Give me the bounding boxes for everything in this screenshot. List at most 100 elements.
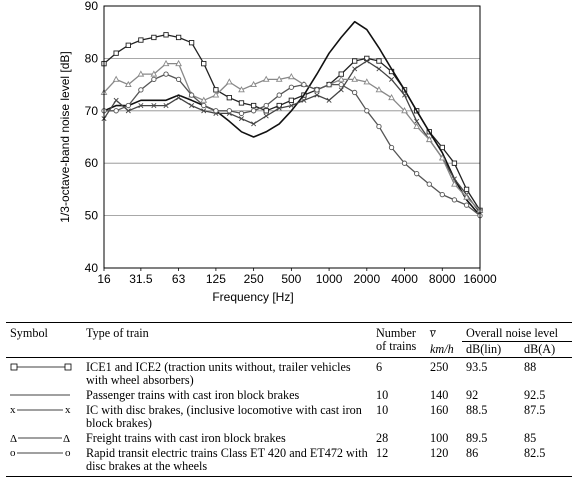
data-point — [402, 92, 408, 98]
data-point — [401, 160, 408, 166]
data-point — [262, 75, 270, 82]
x-tick-label: 500 — [281, 272, 301, 286]
row-number: 12 — [372, 446, 426, 477]
grid-lines — [104, 5, 480, 269]
x-tick-labels: 16 31.5 63 125 250 500 1000 2000 4000 8000 16000 — [97, 272, 497, 286]
x-axis-title: Frequency [Hz] — [212, 290, 293, 304]
row-dblin: 86 — [462, 446, 520, 477]
row-dblin: 92 — [466, 388, 479, 402]
row-dba: 88 — [520, 357, 572, 388]
row-dba: 82.5 — [520, 446, 572, 477]
data-point — [352, 58, 358, 64]
data-point — [388, 93, 395, 101]
header-type: Type of train — [86, 326, 149, 340]
data-point — [414, 118, 420, 124]
data-point — [138, 87, 144, 93]
data-point — [338, 81, 344, 88]
data-point — [413, 122, 421, 129]
data-point — [338, 87, 344, 93]
x-tick-label: 63 — [172, 272, 186, 286]
data-point — [438, 154, 446, 161]
train-legend-table: Symbol Type of train Number of trains v̅ … — [6, 322, 572, 477]
table-row: ICE1 and ICE2 (traction units without, t… — [6, 357, 572, 388]
data-point — [201, 102, 207, 109]
data-point — [376, 66, 382, 72]
data-point — [276, 92, 282, 98]
header-number-line2: of trains — [376, 339, 417, 353]
data-point — [263, 113, 269, 119]
header-dba: dB(A) — [524, 342, 556, 356]
noise-spectrum-chart: 40 50 60 70 80 90 16 31.5 63 125 250 500 1000 2000 40… — [58, 0, 497, 304]
data-point — [188, 92, 195, 98]
header-speed-symbol: v̅ — [430, 326, 436, 340]
data-point — [439, 191, 445, 198]
row-dba: 87.5 — [524, 403, 546, 417]
data-point — [364, 58, 370, 64]
data-point — [138, 37, 144, 43]
data-point — [226, 108, 232, 114]
data-point — [124, 80, 132, 88]
row-type: Freight trains with cast iron block brak… — [86, 431, 286, 445]
data-point — [151, 34, 157, 41]
y-tick-label: 70 — [85, 104, 99, 118]
data-point — [238, 116, 244, 122]
data-point — [250, 102, 257, 109]
row-number: 6 — [372, 357, 426, 388]
series-lines — [100, 20, 484, 219]
data-point — [163, 71, 169, 77]
data-point — [238, 110, 245, 117]
x-tick-label: 4000 — [391, 272, 418, 286]
symbol-circle-right: o — [65, 447, 71, 459]
data-point — [414, 171, 420, 177]
data-point — [275, 75, 283, 82]
data-point — [288, 97, 295, 103]
data-point — [301, 81, 307, 88]
data-point — [389, 76, 395, 82]
row-number: 10 — [376, 388, 389, 402]
series-line — [103, 20, 481, 217]
row-dblin: 93.5 — [462, 357, 520, 388]
row-speed: 140 — [430, 388, 449, 402]
data-point — [388, 144, 395, 151]
data-point — [463, 193, 470, 200]
series-none — [103, 20, 481, 217]
data-point — [276, 105, 282, 111]
symbol-triangle-right: Δ — [63, 433, 70, 444]
data-point — [287, 72, 295, 80]
row-dblin: 88.5 — [466, 403, 488, 417]
data-point — [212, 91, 220, 98]
row-speed: 100 — [430, 431, 449, 445]
row-number: 28 — [376, 431, 389, 445]
y-tick-labels: 40 50 60 70 80 90 — [85, 0, 99, 275]
data-point — [288, 84, 295, 90]
data-point — [138, 103, 144, 109]
data-point — [225, 78, 233, 85]
data-point — [175, 59, 182, 67]
data-point — [213, 108, 219, 114]
x-tick-label: 2000 — [353, 272, 380, 286]
y-tick-label: 50 — [85, 209, 99, 223]
row-speed: 160 — [430, 403, 449, 417]
symbol-square — [6, 357, 82, 388]
data-point — [113, 50, 119, 56]
header-symbol: Symbol — [10, 326, 48, 340]
data-point — [188, 40, 195, 46]
row-number: 10 — [376, 403, 389, 417]
x-tick-label: 8000 — [429, 272, 456, 286]
row-type: Passenger trains with cast iron block br… — [86, 388, 300, 402]
row-speed: 250 — [426, 357, 462, 388]
series-line — [103, 60, 481, 214]
series-line — [104, 73, 481, 217]
data-point — [425, 135, 433, 143]
header-speed-unit: km/h — [430, 341, 454, 356]
series-square — [101, 32, 483, 214]
x-tick-label: 125 — [206, 272, 226, 286]
data-point — [326, 97, 332, 103]
y-axis-title: 1/3-octave-band noise level [dB] — [58, 51, 72, 222]
data-point — [451, 180, 458, 187]
data-point — [151, 103, 157, 109]
data-point — [175, 76, 182, 83]
symbol-x-left: x — [10, 404, 16, 416]
